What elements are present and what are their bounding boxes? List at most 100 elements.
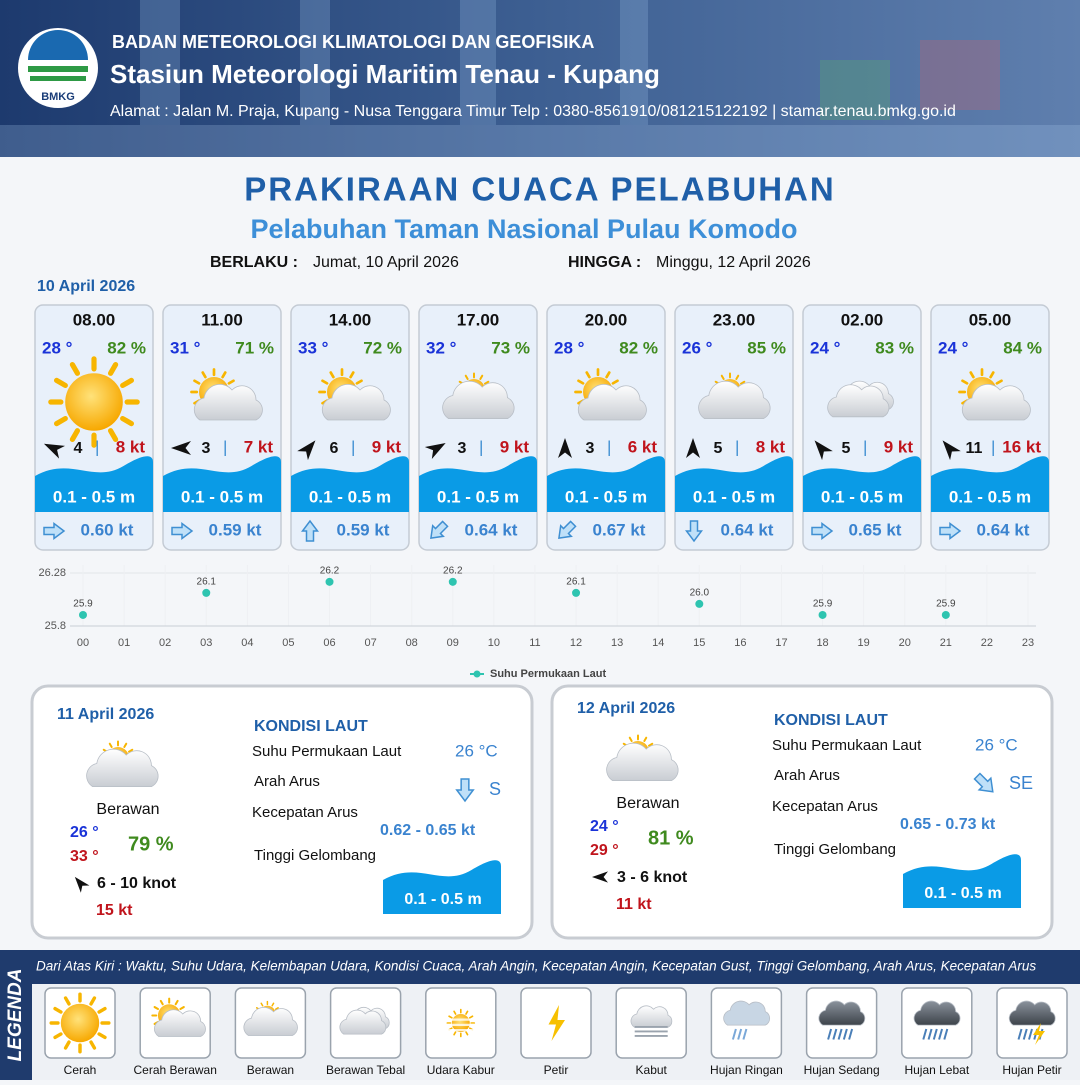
valid-from-label: BERLAKU : <box>210 254 298 271</box>
cloud <box>698 380 771 419</box>
logo-stripes <box>28 66 88 81</box>
x-tick-label: 16 <box>734 637 746 649</box>
current-speed: 0.59 kt <box>209 520 262 539</box>
rain <box>943 1028 949 1040</box>
humidity: 79 % <box>128 833 174 855</box>
current-arrow <box>171 522 194 540</box>
humidity: 82 % <box>107 338 146 357</box>
rain <box>848 1028 854 1040</box>
cloud <box>321 383 391 421</box>
legend-item: Kabut <box>636 1063 668 1077</box>
data-point <box>325 577 334 586</box>
current-speed: 0.59 kt <box>337 520 390 539</box>
current-arrow <box>811 522 834 540</box>
sun-ray <box>628 736 633 743</box>
direction-label: Arah Arus <box>774 767 840 784</box>
sun-ray <box>355 379 363 385</box>
temperature: 28 ° <box>554 338 585 357</box>
sun-ray <box>468 1015 474 1019</box>
haze <box>444 1029 478 1032</box>
x-tick-label: 03 <box>200 637 212 649</box>
x-tick-label: 15 <box>693 637 705 649</box>
sun-ray <box>69 428 81 443</box>
wind-speed: 5 <box>714 440 723 457</box>
address: Alamat : Jalan M. Praja, Kupang - Nusa T… <box>110 103 956 120</box>
current-arrow <box>43 522 66 540</box>
legend-item: Cerah <box>64 1063 97 1077</box>
time: 23.00 <box>713 310 756 329</box>
weather-icon <box>339 1006 390 1035</box>
cloud <box>193 383 263 421</box>
rain <box>927 1028 933 1040</box>
humidity: 71 % <box>235 338 274 357</box>
sun-ray <box>159 999 164 1006</box>
x-tick-label: 00 <box>77 637 89 649</box>
current-arrow <box>301 519 319 542</box>
legend-item: Berawan Tebal <box>326 1063 405 1077</box>
fog <box>634 1030 668 1033</box>
separator: | <box>95 437 99 456</box>
data-label: 26.2 <box>443 565 463 576</box>
sun-ray <box>53 415 68 427</box>
x-tick-label: 08 <box>406 637 418 649</box>
sun-ray <box>989 371 995 379</box>
weather-icon <box>151 997 206 1037</box>
humidity: 81 % <box>648 827 694 849</box>
x-tick-label: 12 <box>570 637 582 649</box>
sun-ray <box>453 1031 457 1036</box>
cloud <box>442 380 515 419</box>
weather-icon <box>958 368 1031 421</box>
sun-ray <box>605 371 611 379</box>
wave-label: Tinggi Gelombang <box>774 841 896 858</box>
sun-ray <box>969 371 975 379</box>
sun-ray <box>107 428 119 443</box>
humidity: 73 % <box>491 338 530 357</box>
sun-ray <box>611 379 619 385</box>
sun-ray <box>63 996 71 1006</box>
rain <box>938 1028 944 1040</box>
sea-title: KONDISI LAUT <box>774 712 888 729</box>
wave-height: 0.1 - 0.5 m <box>949 487 1031 506</box>
humidity: 82 % <box>619 338 658 357</box>
wave-height: 0.1 - 0.5 m <box>821 487 903 506</box>
cloud <box>577 383 647 421</box>
weather-icon <box>913 1000 961 1040</box>
wind-speed: 4 <box>74 440 83 457</box>
cloud <box>154 1009 206 1037</box>
x-tick-label: 02 <box>159 637 171 649</box>
sun-ray <box>123 742 128 749</box>
sun-ray <box>961 379 969 385</box>
wind-range: 3 - 6 knot <box>617 869 688 886</box>
wave-height: 0.1 - 0.5 m <box>565 487 647 506</box>
temp-max: 33 ° <box>70 848 99 865</box>
data-point <box>448 577 457 586</box>
sun-ray <box>69 361 81 376</box>
wave-height: 0.1 - 0.5 m <box>924 885 1001 902</box>
sun-ray <box>453 1010 457 1015</box>
sun-ray <box>227 379 235 385</box>
bolt <box>548 1005 565 1041</box>
x-tick-label: 23 <box>1022 637 1034 649</box>
logo-text: BMKG <box>41 91 75 103</box>
sun-ray <box>995 379 1003 385</box>
temperature: 24 ° <box>810 338 841 357</box>
sun-ray <box>271 1002 275 1007</box>
cloud <box>818 1000 866 1026</box>
time: 02.00 <box>841 310 884 329</box>
current-speed: 0.64 kt <box>721 520 774 539</box>
legend-item: Hujan Lebat <box>904 1063 969 1077</box>
weather-icon <box>827 380 894 418</box>
cloud <box>913 1000 961 1026</box>
x-tick-label: 01 <box>118 637 130 649</box>
rain <box>742 1028 748 1040</box>
cloud <box>86 748 159 787</box>
legend-side <box>0 950 32 1080</box>
x-tick-label: 10 <box>488 637 500 649</box>
y-tick-label: 26.28 <box>38 567 66 579</box>
weather-icon <box>548 1005 565 1041</box>
legend-item: Hujan Petir <box>1002 1063 1061 1077</box>
sun-ray <box>274 1007 279 1010</box>
gust: 16 kt <box>1002 437 1041 456</box>
wind-arrow <box>74 876 90 893</box>
data-point <box>818 610 827 619</box>
